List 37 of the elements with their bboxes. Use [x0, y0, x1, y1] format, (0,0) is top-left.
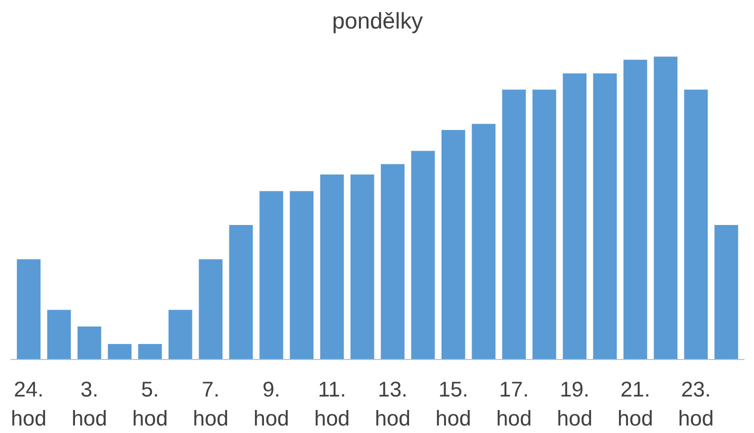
bar [16, 259, 41, 360]
x-tick-label: 19. hod [556, 378, 592, 430]
x-tick-label: 13. hod [374, 378, 410, 430]
bar [320, 174, 344, 360]
bar [290, 191, 314, 360]
bar [138, 344, 162, 360]
bar [78, 326, 102, 360]
x-tick-label: 11. hod [314, 378, 350, 430]
bar [562, 73, 586, 360]
bar [411, 150, 435, 360]
x-tick-label: 3. hod [72, 378, 108, 430]
bar [714, 225, 738, 360]
bar [623, 60, 648, 360]
x-tick-label: 17. hod [496, 378, 532, 430]
bar [229, 225, 253, 360]
bar [260, 191, 284, 360]
bar [684, 90, 708, 360]
bar [502, 90, 526, 360]
x-tick-label: 5. hod [132, 378, 168, 430]
x-tick-label: 23. hod [678, 378, 714, 430]
x-tick-label: 15. hod [436, 378, 472, 430]
bar [198, 259, 223, 360]
bar [350, 174, 374, 360]
x-tick-label: 21. hod [618, 378, 654, 430]
bar [532, 90, 556, 360]
bar [472, 124, 496, 360]
bar [654, 56, 678, 360]
x-tick-label: 9. hod [254, 378, 290, 430]
bar [108, 344, 132, 360]
bar [380, 164, 404, 360]
x-tick-label: 24. hod [10, 378, 46, 430]
bar [168, 310, 192, 360]
bar [442, 130, 466, 360]
bar [593, 73, 617, 360]
chart-title: pondělky [332, 8, 424, 34]
x-tick-label: 7. hod [192, 378, 228, 430]
bar [47, 310, 71, 360]
